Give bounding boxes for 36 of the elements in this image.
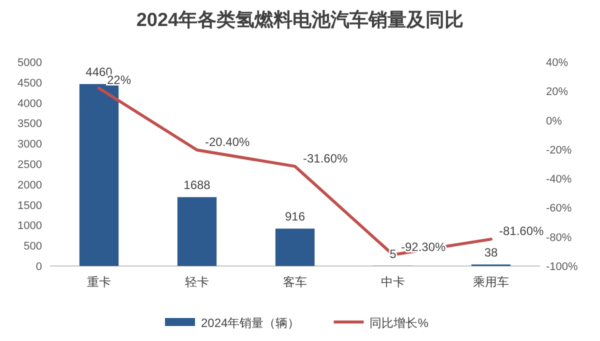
y2-tick-label: -100% [546, 261, 578, 273]
data-label: 38 [484, 245, 498, 260]
bar [79, 84, 119, 266]
bar [177, 197, 217, 266]
x-tick-label: 轻卡 [185, 275, 209, 289]
legend-label: 同比增长% [370, 316, 429, 330]
y2-tick-label: 0% [546, 115, 562, 128]
x-tick-label: 乘用车 [473, 275, 509, 289]
data-label: -20.40% [205, 135, 250, 150]
y2-tick-label: 20% [546, 86, 568, 98]
y2-tick-label: -80% [546, 232, 572, 244]
y-tick-label: 1000 [18, 220, 42, 232]
y2-tick-label: -40% [546, 174, 572, 186]
chart-title: 2024年各类氢燃料电池汽车销量及同比 [136, 9, 464, 31]
y2-tick-label: 40% [546, 57, 568, 69]
data-label: -31.60% [303, 151, 348, 166]
y-tick-label: 4500 [18, 77, 42, 90]
x-tick-label: 中卡 [381, 275, 405, 289]
x-tick-label: 客车 [283, 275, 307, 289]
y2-tick-label: -20% [546, 144, 572, 156]
y-tick-label: 3000 [18, 138, 42, 151]
data-label: 916 [284, 210, 306, 224]
data-label: -81.60% [499, 224, 544, 238]
y-tick-label: 3500 [18, 118, 42, 130]
bar [275, 228, 315, 266]
y-tick-label: 5000 [18, 57, 42, 69]
y2-tick-label: -60% [546, 202, 572, 215]
y-tick-label: 1500 [18, 200, 42, 212]
y-tick-label: 2500 [18, 159, 42, 171]
y-tick-label: 0 [36, 261, 42, 273]
x-tick-label: 重卡 [87, 275, 111, 289]
y-tick-label: 500 [24, 240, 42, 253]
y-tick-label: 2000 [18, 179, 42, 192]
data-label: 1688 [184, 178, 211, 192]
legend-label: 2024年销量（辆） [201, 316, 300, 330]
y-tick-label: 4000 [18, 98, 42, 110]
